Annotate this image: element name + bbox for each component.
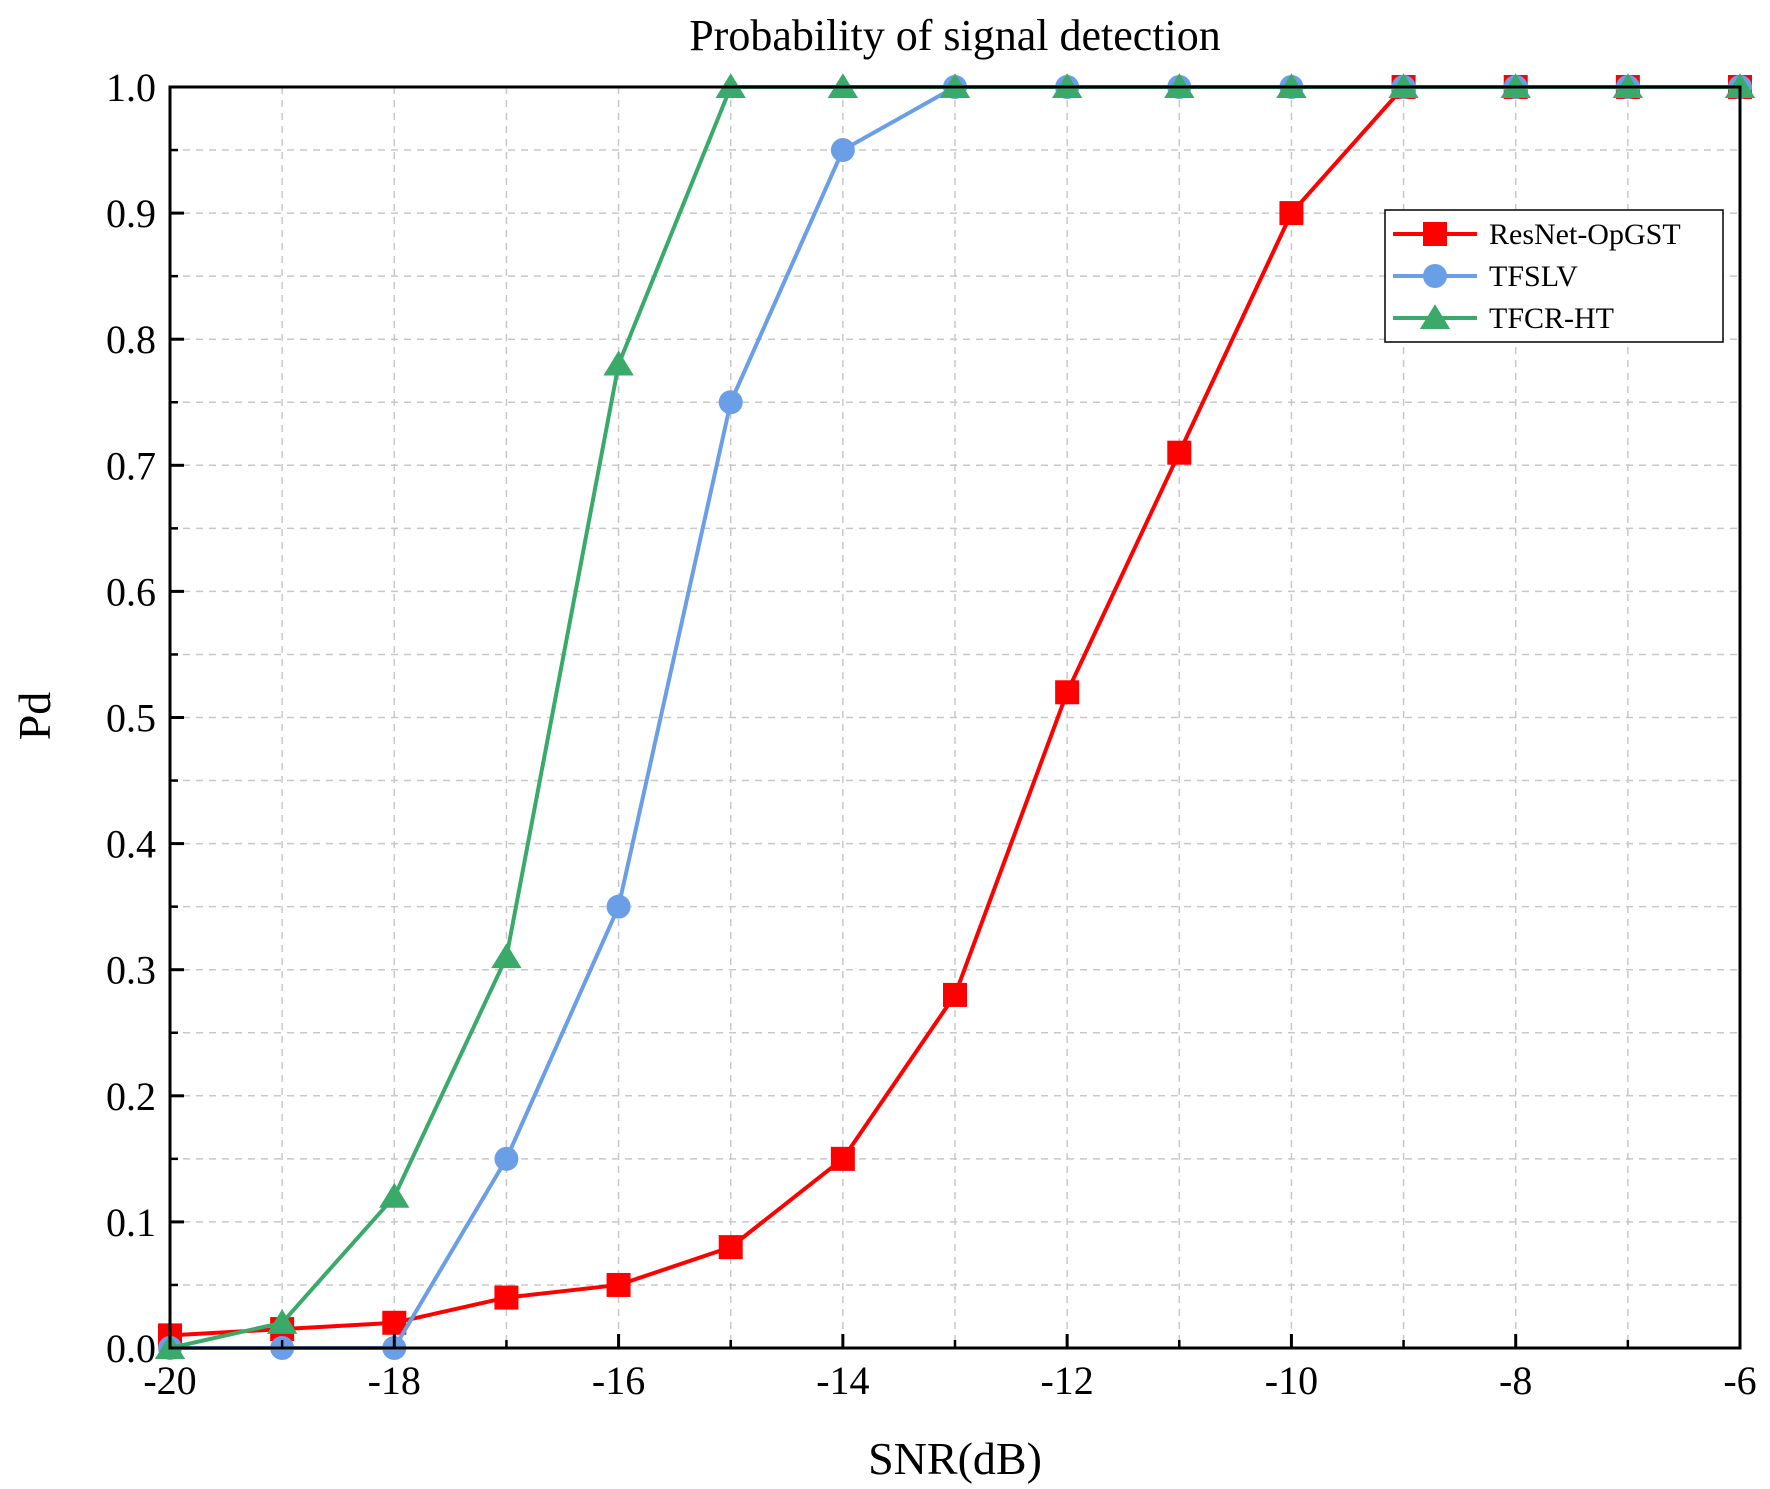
axis-ticks: -20 -18 -16 -14 -12 -10 -8 -6 0.0 0.1 0.2 0.3 0.4 0.5… bbox=[106, 65, 1757, 1403]
data-point bbox=[266, 1308, 298, 1334]
x-tick-label: -10 bbox=[1265, 1358, 1318, 1403]
data-point bbox=[606, 894, 631, 919]
legend-marker bbox=[1423, 222, 1447, 246]
data-point bbox=[830, 1146, 855, 1171]
data-point bbox=[606, 1272, 631, 1297]
data-point bbox=[943, 982, 967, 1007]
y-tick-label: 0.4 bbox=[106, 822, 156, 867]
y-tick-label: 0.2 bbox=[106, 1074, 156, 1119]
x-tick-label: -16 bbox=[592, 1358, 645, 1403]
data-point bbox=[1055, 680, 1080, 705]
x-tick-label: -6 bbox=[1723, 1358, 1756, 1403]
legend-label: TFSLV bbox=[1489, 260, 1578, 293]
data-point bbox=[494, 1146, 519, 1171]
y-tick-label: 1.0 bbox=[106, 65, 156, 110]
y-tick-label: 0.8 bbox=[106, 317, 156, 362]
data-point bbox=[1167, 440, 1192, 465]
y-tick-label: 0.5 bbox=[106, 696, 156, 741]
y-tick-label: 0.7 bbox=[106, 443, 156, 488]
x-tick-label: -8 bbox=[1499, 1358, 1532, 1403]
y-tick-label: 0.1 bbox=[106, 1200, 156, 1245]
legend: ResNet-OpGST TFSLV TFCR-HT bbox=[1384, 209, 1724, 343]
data-point bbox=[494, 1285, 519, 1310]
data-point bbox=[1279, 201, 1304, 226]
data-point bbox=[830, 138, 855, 163]
data-point bbox=[718, 390, 743, 415]
data-point bbox=[379, 1182, 410, 1208]
x-axis-title: SNR(dB) bbox=[868, 1433, 1042, 1484]
data-point bbox=[491, 943, 522, 969]
legend-label: ResNet-OpGST bbox=[1489, 218, 1681, 251]
y-tick-label: 0.3 bbox=[106, 948, 156, 993]
x-tick-label: -20 bbox=[143, 1358, 196, 1403]
x-tick-label: -14 bbox=[816, 1358, 869, 1403]
data-point bbox=[718, 1235, 743, 1260]
x-tick-label: -18 bbox=[368, 1358, 421, 1403]
y-axis-title: Pd bbox=[9, 692, 60, 741]
legend-label: TFCR-HT bbox=[1489, 302, 1614, 335]
y-tick-label: 0.6 bbox=[106, 569, 156, 614]
legend-marker bbox=[1419, 304, 1451, 330]
legend-marker bbox=[1423, 264, 1447, 288]
chart-title: Probability of signal detection bbox=[689, 11, 1221, 60]
data-point bbox=[603, 350, 634, 376]
y-tick-label: 0.0 bbox=[106, 1326, 156, 1371]
y-tick-label: 0.9 bbox=[106, 191, 156, 236]
x-tick-label: -12 bbox=[1040, 1358, 1093, 1403]
